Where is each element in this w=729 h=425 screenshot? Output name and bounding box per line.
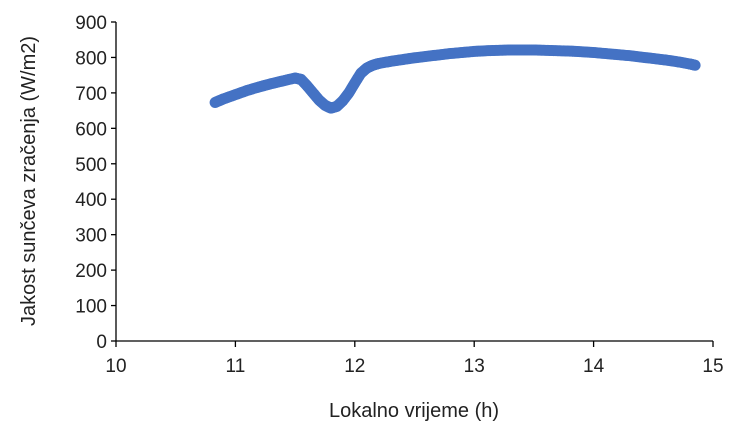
y-tick-labels: 0 100 200 300 400 500 600 700 800 900 xyxy=(75,13,116,353)
x-axis-title: Lokalno vrijeme (h) xyxy=(329,400,499,422)
x-tick-labels: 10 11 12 13 14 15 xyxy=(105,341,724,377)
x-tick-label: 11 xyxy=(226,356,246,377)
y-tick-label: 200 xyxy=(75,261,107,282)
x-tick-label: 13 xyxy=(464,356,485,377)
y-tick-label: 0 xyxy=(96,332,107,353)
x-tick-label: 10 xyxy=(105,356,126,377)
y-tick-label: 900 xyxy=(75,13,107,34)
y-tick-label: 700 xyxy=(75,84,107,105)
data-point xyxy=(689,59,701,71)
x-tick-label: 12 xyxy=(344,356,365,377)
data-points xyxy=(209,44,701,114)
y-tick-label: 600 xyxy=(75,119,107,140)
y-tick-label: 400 xyxy=(75,190,107,211)
y-tick-label: 800 xyxy=(75,48,107,69)
x-tick-label: 14 xyxy=(583,356,605,377)
y-axis-title: Jakost sunčeva zračenja (W/m2) xyxy=(18,36,40,326)
y-tick-label: 100 xyxy=(75,297,107,318)
x-tick-label: 15 xyxy=(702,356,723,377)
y-tick-label: 500 xyxy=(75,155,107,176)
y-tick-label: 300 xyxy=(75,226,107,247)
axes xyxy=(115,22,713,342)
